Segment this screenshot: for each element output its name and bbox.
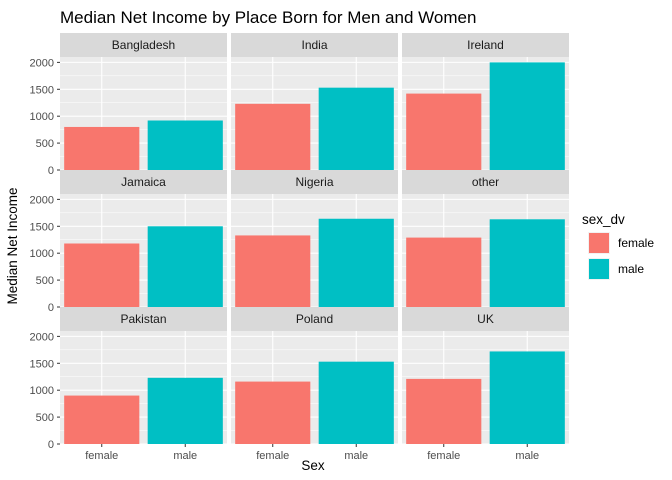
facet-label: UK bbox=[477, 312, 494, 326]
legend-label-female: female bbox=[618, 236, 654, 250]
y-tick-label: 0 bbox=[48, 302, 54, 314]
chart-title: Median Net Income by Place Born for Men … bbox=[60, 8, 476, 27]
bar-male bbox=[318, 361, 394, 444]
y-tick-label: 1500 bbox=[30, 221, 54, 233]
facet-strip bbox=[60, 307, 227, 331]
y-tick-label: 0 bbox=[48, 165, 54, 177]
x-tick-label: female bbox=[85, 450, 118, 462]
facet-strip bbox=[402, 170, 569, 194]
y-tick-label: 0 bbox=[48, 439, 54, 451]
facet-panel: India bbox=[231, 33, 398, 171]
facet-label: Pakistan bbox=[120, 312, 166, 326]
x-tick-label: female bbox=[427, 450, 460, 462]
facet-panel: Ireland bbox=[402, 33, 569, 171]
facet-label: Bangladesh bbox=[112, 38, 175, 52]
bar-female bbox=[64, 126, 140, 170]
y-tick-label: 2000 bbox=[30, 331, 54, 343]
y-tick-label: 1500 bbox=[30, 358, 54, 370]
facet-panel: other bbox=[402, 170, 569, 308]
facet-panel: UK female male bbox=[402, 307, 569, 462]
x-axis-title: Sex bbox=[301, 458, 325, 473]
facet-label: other bbox=[472, 175, 499, 189]
facet-strip bbox=[402, 33, 569, 57]
facet-panels: Bangladesh 0 500 1000 1500 2000 India Ireland Ja… bbox=[30, 33, 569, 462]
legend-swatch-male bbox=[589, 259, 609, 279]
facet-strip bbox=[402, 307, 569, 331]
bar-male bbox=[318, 87, 394, 170]
y-tick-label: 2000 bbox=[30, 57, 54, 69]
facet-label: Jamaica bbox=[121, 175, 166, 189]
y-tick-label: 500 bbox=[36, 412, 54, 424]
x-tick-label: male bbox=[344, 450, 368, 462]
facet-label: Poland bbox=[296, 312, 333, 326]
facet-label: Nigeria bbox=[295, 175, 333, 189]
facet-strip bbox=[231, 307, 398, 331]
facet-panel: Poland female male bbox=[231, 307, 398, 462]
bar-male bbox=[147, 226, 223, 307]
facet-panel: Pakistan 0 500 1000 1500 2000 female male bbox=[30, 307, 227, 462]
bar-male bbox=[147, 120, 223, 170]
bar-female bbox=[64, 395, 140, 444]
y-tick-label: 1000 bbox=[30, 385, 54, 397]
bar-male bbox=[147, 377, 223, 444]
y-tick-label: 1500 bbox=[30, 84, 54, 96]
bar-male bbox=[489, 351, 565, 444]
legend: sex_dv female male bbox=[582, 212, 654, 280]
y-tick-label: 500 bbox=[36, 275, 54, 287]
bar-female bbox=[235, 381, 311, 444]
legend-label-male: male bbox=[618, 262, 644, 276]
facet-panel: Jamaica 0 500 1000 1500 2000 bbox=[30, 170, 227, 314]
facet-label: Ireland bbox=[467, 38, 504, 52]
bar-male bbox=[489, 62, 565, 170]
facet-strip bbox=[60, 33, 227, 57]
facet-strip bbox=[231, 170, 398, 194]
y-tick-label: 1000 bbox=[30, 248, 54, 260]
y-tick-label: 500 bbox=[36, 138, 54, 150]
bar-female bbox=[406, 93, 482, 170]
bar-male bbox=[489, 219, 565, 307]
facet-strip bbox=[231, 33, 398, 57]
facet-panel: Bangladesh 0 500 1000 1500 2000 bbox=[30, 33, 227, 177]
bar-male bbox=[318, 218, 394, 307]
legend-swatch-female bbox=[589, 233, 609, 253]
bar-female bbox=[235, 235, 311, 307]
facet-strip bbox=[60, 170, 227, 194]
x-tick-label: female bbox=[256, 450, 289, 462]
bar-female bbox=[406, 378, 482, 444]
bar-female bbox=[64, 243, 140, 307]
bar-female bbox=[406, 237, 482, 307]
bar-female bbox=[235, 103, 311, 170]
legend-title: sex_dv bbox=[582, 212, 625, 227]
x-tick-label: male bbox=[173, 450, 197, 462]
y-axis-title: Median Net Income bbox=[5, 187, 20, 304]
y-tick-label: 1000 bbox=[30, 111, 54, 123]
x-tick-label: male bbox=[515, 450, 539, 462]
facet-label: India bbox=[301, 38, 327, 52]
facet-panel: Nigeria bbox=[231, 170, 398, 308]
y-tick-label: 2000 bbox=[30, 194, 54, 206]
